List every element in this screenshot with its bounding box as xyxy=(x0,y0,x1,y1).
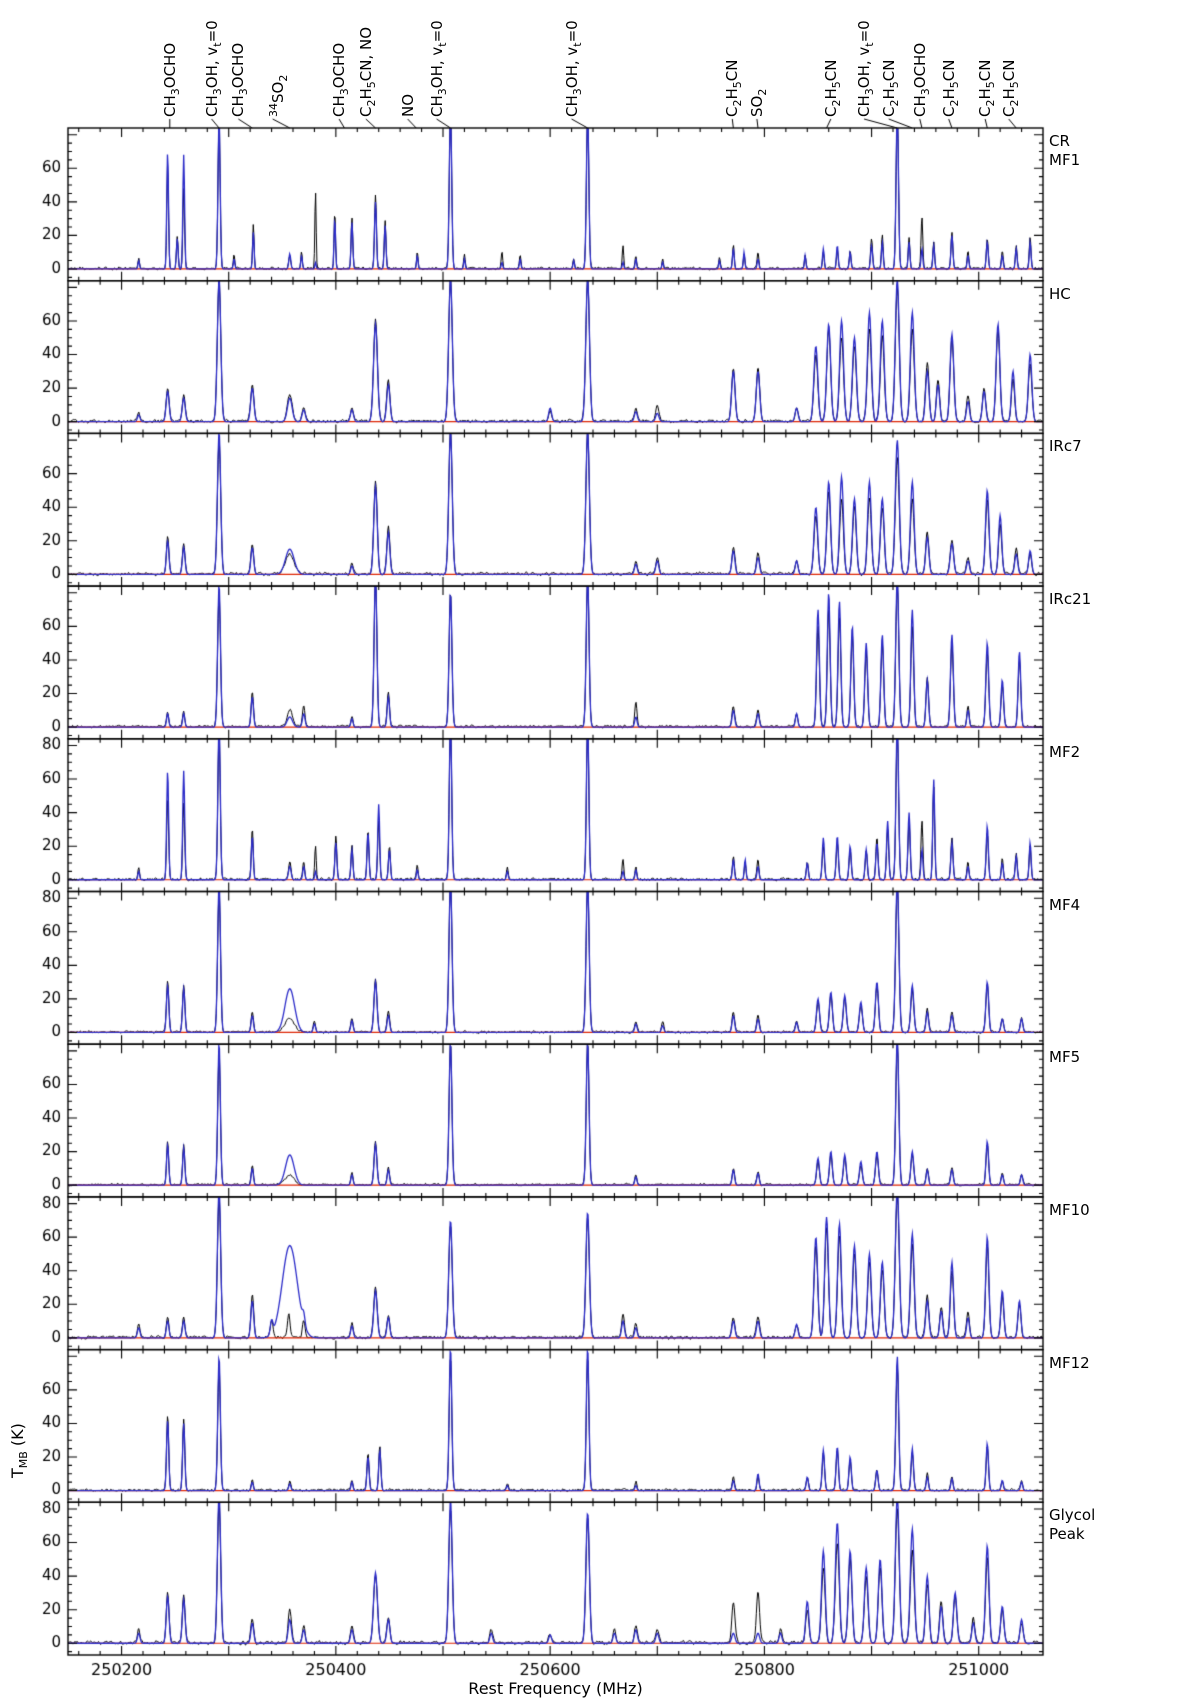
panel-label-mf4: MF4 xyxy=(1049,895,1081,914)
line-id-label: C2H5CN xyxy=(939,59,961,117)
line-id-label: SO2 xyxy=(747,88,769,117)
line-id-label: CH3OH, vt=0 xyxy=(562,20,584,117)
line-id-label: C2H5CN xyxy=(976,59,998,117)
panel-label-mf12: MF12 xyxy=(1049,1353,1090,1372)
line-id-label: CH3OH, vt=0 xyxy=(202,20,224,117)
line-id-label: C2H5CN xyxy=(821,59,843,117)
panel-label-mf5: MF5 xyxy=(1049,1048,1081,1067)
line-id-label: CH3OH, vt=0 xyxy=(855,20,877,117)
line-id-label: CH3OH, vt=0 xyxy=(427,20,449,117)
line-id-label: 34SO2 xyxy=(266,74,290,117)
panel-label-glycol: Glycol xyxy=(1049,1506,1096,1525)
panel-label-irc21: IRc21 xyxy=(1049,590,1092,609)
x-axis-title: Rest Frequency (MHz) xyxy=(468,1679,643,1698)
line-id-label: C2H5CN xyxy=(723,59,745,117)
line-id-label: C2H5CN xyxy=(999,59,1021,117)
line-id-label: C2H5CN xyxy=(879,59,901,117)
panel-label-mf2: MF2 xyxy=(1049,742,1081,761)
panel-label-irc7: IRc7 xyxy=(1049,437,1082,456)
y-axis-title: TMB (K) xyxy=(8,1423,31,1478)
line-id-label: CH3OCHO xyxy=(229,42,251,117)
panel-label-hc: HC xyxy=(1049,284,1071,303)
panel-label-mf10: MF10 xyxy=(1049,1200,1090,1219)
line-id-label: CH3OCHO xyxy=(910,42,932,117)
line-id-label: CH3OCHO xyxy=(330,42,352,117)
panel-label-peak: Peak xyxy=(1049,1525,1085,1544)
panel-label-cr: CR xyxy=(1049,132,1070,150)
line-id-label: C2H5CN, NO xyxy=(356,26,378,117)
line-id-label: NO xyxy=(398,93,417,117)
line-id-label: CH3OCHO xyxy=(160,42,182,117)
panel-label-mf1: MF1 xyxy=(1049,151,1081,169)
